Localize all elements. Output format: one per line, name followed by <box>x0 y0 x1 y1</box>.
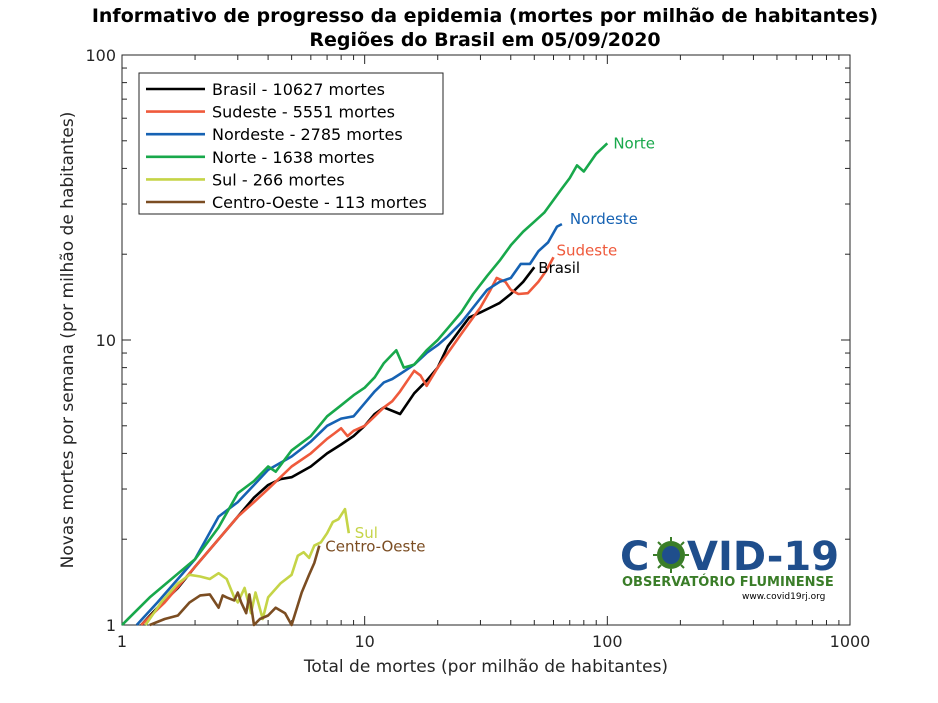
y-tick-label: 10 <box>96 331 116 350</box>
series-line <box>149 545 321 627</box>
x-tick-label: 100 <box>592 632 623 651</box>
series-end-label: Brasil <box>538 259 580 277</box>
legend-entry: Norte - 1638 mortes <box>212 148 375 167</box>
legend-entry: Centro-Oeste - 113 mortes <box>212 193 427 212</box>
logo-text-left: C <box>620 534 649 580</box>
legend: Brasil - 10627 mortes Sudeste - 5551 mort… <box>138 72 444 215</box>
series-end-label: Norte <box>613 134 655 152</box>
series-end-label: Sudeste <box>556 241 617 259</box>
chart-subtitle: Regiões do Brasil em 05/09/2020 <box>309 29 660 51</box>
y-tick-label: 100 <box>85 46 116 65</box>
y-tick-label: 1 <box>106 616 116 635</box>
series-line <box>135 222 563 626</box>
legend-entry: Sudeste - 5551 mortes <box>212 103 395 122</box>
series-line <box>121 142 609 626</box>
series-lines <box>121 142 609 627</box>
series-end-label: Nordeste <box>570 210 638 228</box>
x-tick-label: 10 <box>354 632 374 651</box>
logo-subtitle: OBSERVATÓRIO FLUMINENSE <box>622 574 834 590</box>
series-end-label: Centro-Oeste <box>325 538 425 556</box>
legend-box <box>138 72 444 215</box>
chart-title: Informativo de progresso da epidemia (mo… <box>92 5 878 27</box>
series-end-label: Sul <box>355 524 378 542</box>
covid19-logo: C VID-19 OBSERVATÓRIO FLUMINENSE www.cov… <box>620 534 839 602</box>
y-axis-label: Novas mortes por semana (por milhão de h… <box>58 112 78 569</box>
legend-entry: Sul - 266 mortes <box>212 170 345 189</box>
tick-labels: 1 10 100 1000 1 10 100 <box>85 46 870 651</box>
legend-entry: Brasil - 10627 mortes <box>212 80 385 99</box>
x-tick-label: 1000 <box>830 632 871 651</box>
logo-url: www.covid19rj.org <box>742 592 825 602</box>
x-tick-label: 1 <box>117 632 127 651</box>
x-axis-label: Total de mortes (por milhão de habitante… <box>303 657 668 677</box>
logo-text-right: VID-19 <box>687 534 839 580</box>
virus-icon <box>653 537 689 573</box>
legend-entry: Nordeste - 2785 mortes <box>212 125 403 144</box>
